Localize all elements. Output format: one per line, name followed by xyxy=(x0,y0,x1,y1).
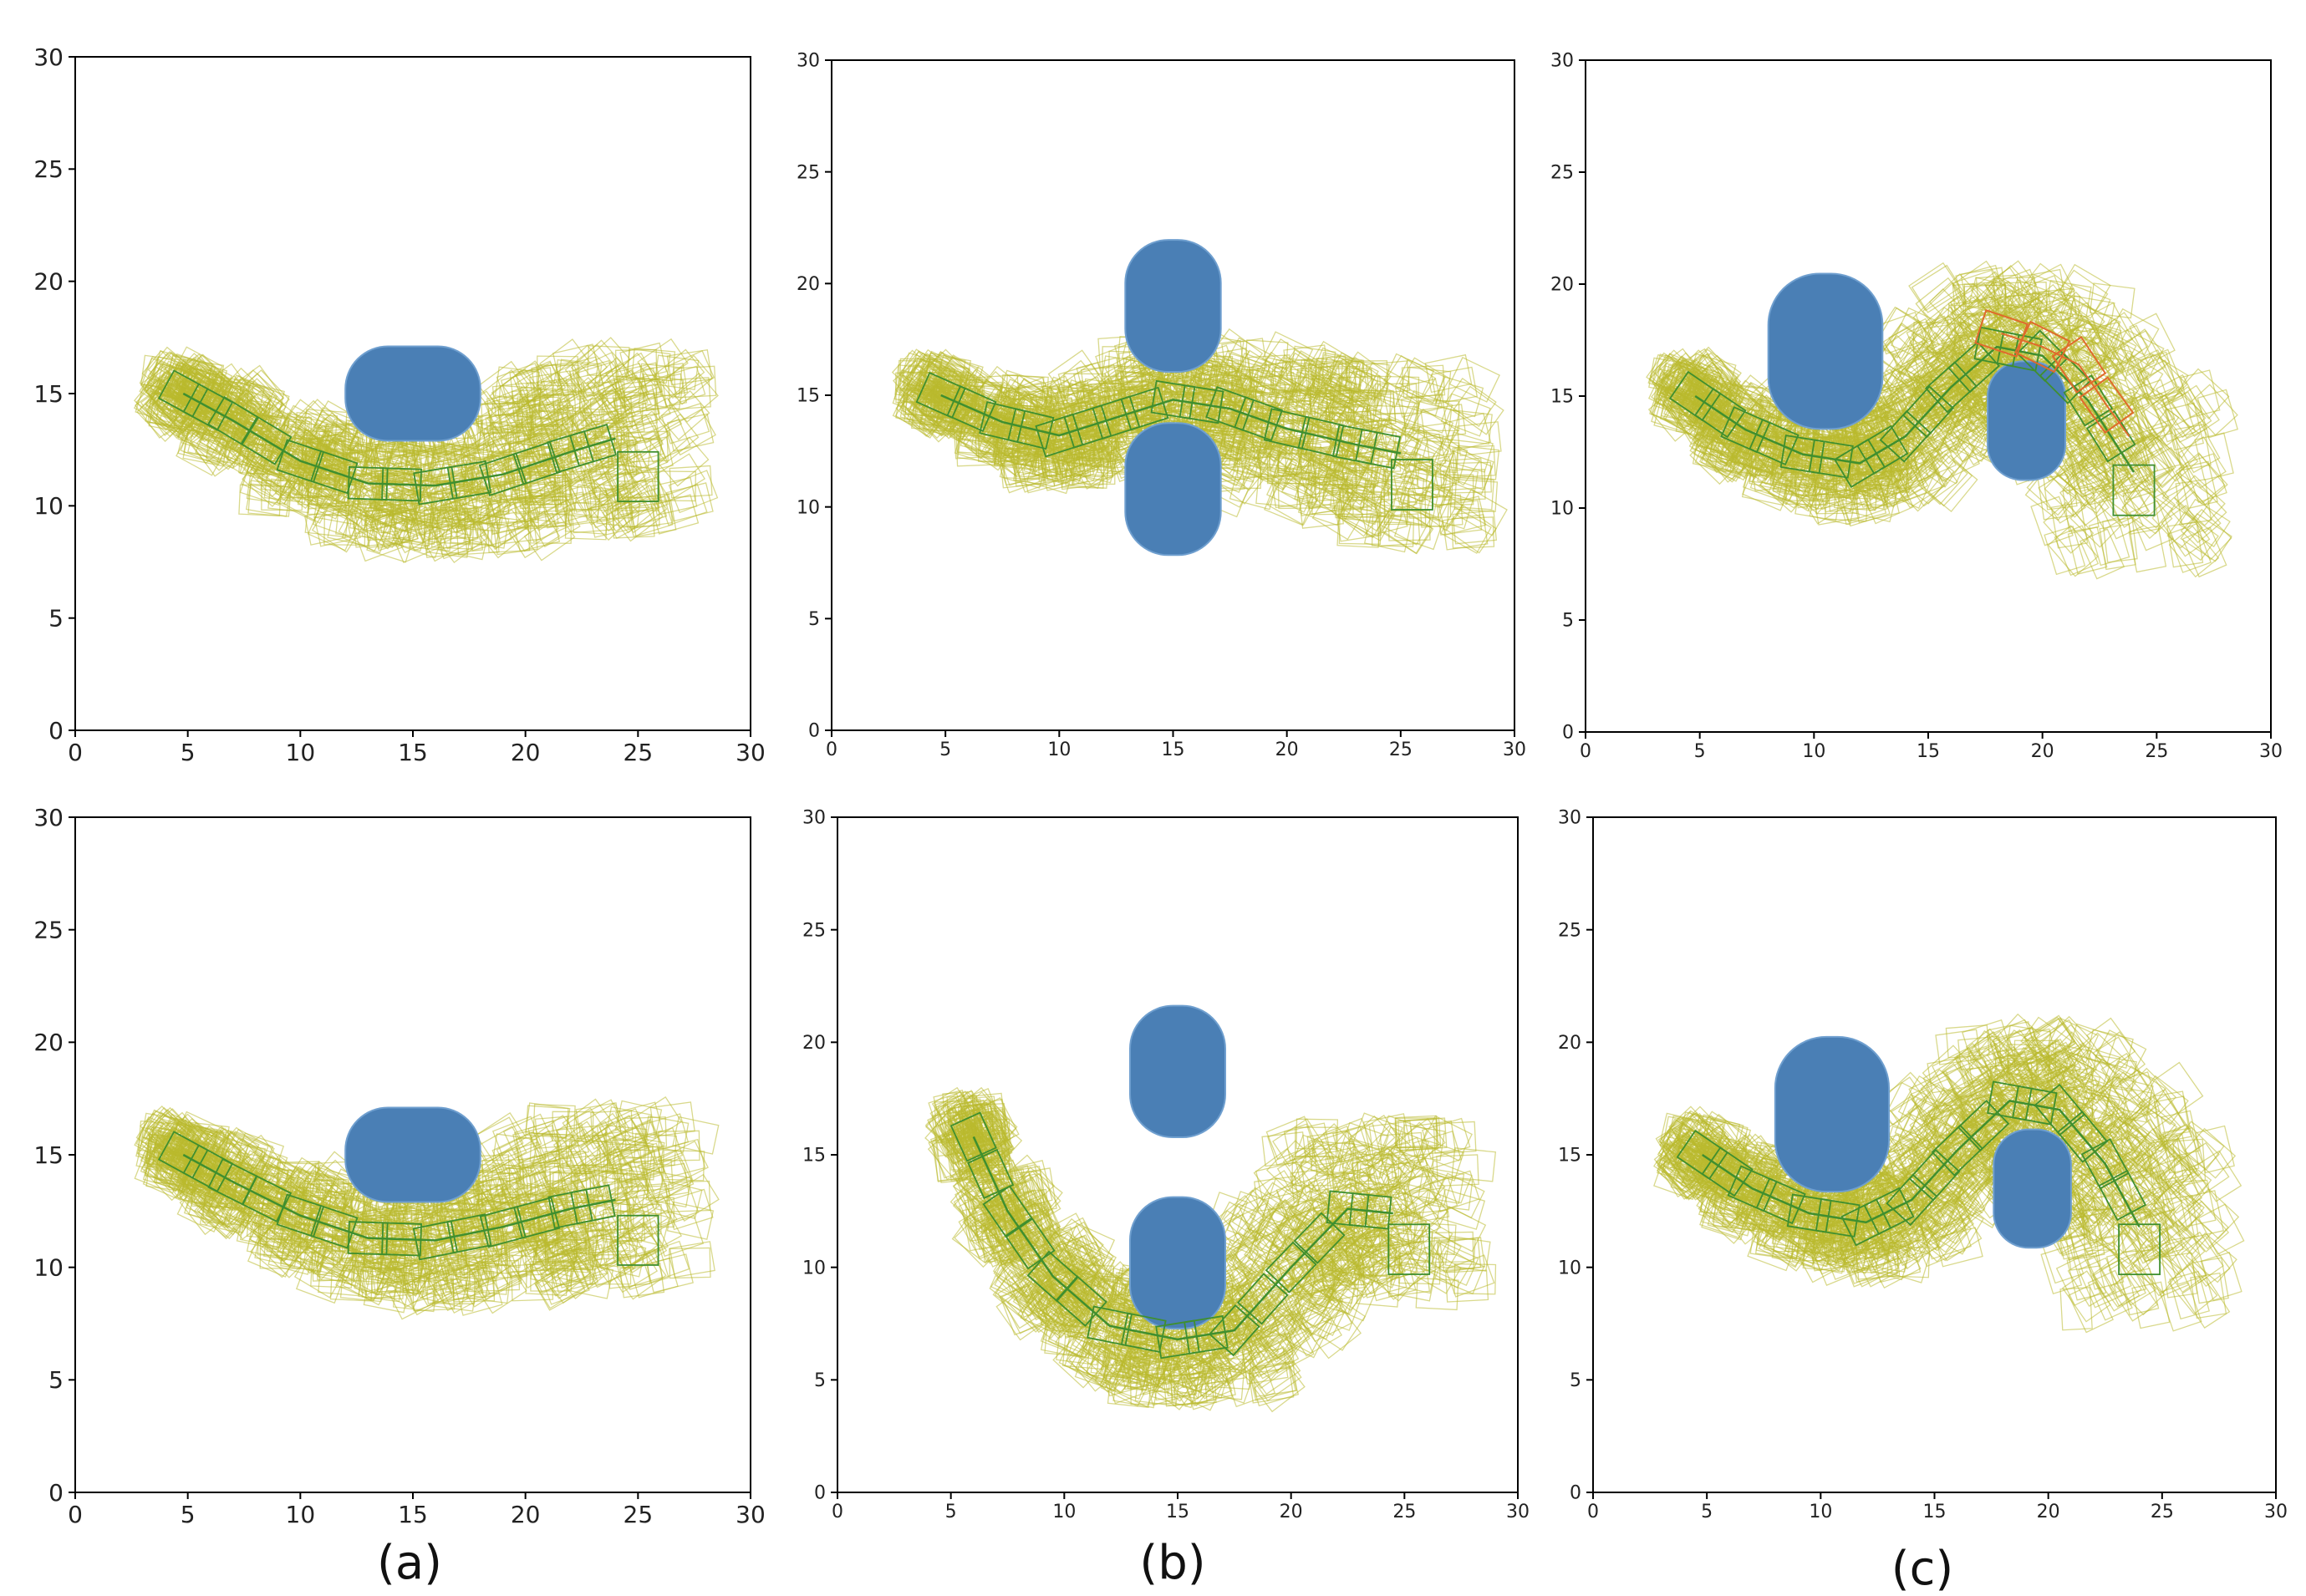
y-tick-label: 30 xyxy=(1550,51,1574,72)
x-tick-label: 5 xyxy=(939,740,951,760)
x-tick-label: 5 xyxy=(181,1501,196,1528)
plot-area xyxy=(135,1097,719,1319)
y-tick-label: 0 xyxy=(48,1479,64,1507)
x-tick-label: 0 xyxy=(68,1501,83,1528)
y-tick-label: 10 xyxy=(1550,499,1574,520)
panel-a-top: 0 5 10 15 20 25 30 0 5 10 15 20 25 30 xyxy=(33,43,765,766)
panel-b-top: 0 5 10 15 20 25 30 0 5 10 15 20 25 30 xyxy=(797,51,1526,760)
y-tick-label: 25 xyxy=(33,916,64,943)
y-tick-label: 10 xyxy=(797,497,820,518)
y-tick-label: 15 xyxy=(797,386,820,407)
y-tick-label: 0 xyxy=(48,717,64,745)
y-tick-label: 20 xyxy=(1550,275,1574,296)
x-tick-label: 20 xyxy=(511,1501,541,1528)
sampled-footprint xyxy=(1450,358,1500,402)
x-tick-label: 30 xyxy=(736,1501,766,1528)
x-tick-label: 5 xyxy=(181,739,196,766)
x-tick-label: 10 xyxy=(286,739,316,766)
plot-area xyxy=(925,1006,1495,1412)
x-tick-label: 25 xyxy=(624,739,654,766)
x-tick-label: 0 xyxy=(68,739,83,766)
panel-c-top: 0 5 10 15 20 25 30 0 5 10 15 20 25 30 xyxy=(1550,51,2283,762)
x-tick-label: 15 xyxy=(398,739,428,766)
x-tick-label: 5 xyxy=(1694,741,1706,762)
plot-area xyxy=(135,338,718,562)
x-tick-label: 30 xyxy=(736,739,766,766)
y-tick-label: 5 xyxy=(1562,611,1574,632)
x-tick-label: 15 xyxy=(398,1501,428,1528)
x-tick-label: 0 xyxy=(826,740,837,760)
sampled-footprint xyxy=(2100,524,2135,569)
plot-area xyxy=(1647,261,2237,578)
x-tick-label: 30 xyxy=(2259,741,2283,762)
y-tick-label: 10 xyxy=(33,1253,64,1281)
y-tick-label: 5 xyxy=(808,609,820,630)
x-tick-label: 0 xyxy=(1580,741,1591,762)
x-tick-label: 10 xyxy=(286,1501,316,1528)
y-tick-label: 25 xyxy=(797,162,820,183)
obstacle-2 xyxy=(1125,423,1220,555)
y-tick-label: 30 xyxy=(33,43,64,71)
x-tick-label: 10 xyxy=(1047,740,1071,760)
x-tick-label: 20 xyxy=(511,739,541,766)
y-tick-label: 15 xyxy=(33,380,64,408)
y-tick-label: 25 xyxy=(33,155,64,183)
sampled-footprint xyxy=(2099,489,2143,539)
y-tick-label: 20 xyxy=(33,267,64,295)
x-tick-label: 20 xyxy=(1275,740,1299,760)
y-tick-label: 5 xyxy=(48,1366,64,1394)
y-tick-label: 15 xyxy=(1550,387,1574,408)
x-tick-label: 25 xyxy=(1389,740,1413,760)
obstacle-2 xyxy=(1988,361,2065,480)
y-tick-label: 25 xyxy=(1550,163,1574,184)
y-tick-label: 30 xyxy=(33,804,64,831)
y-tick-label: 20 xyxy=(33,1029,64,1056)
x-tick-label: 10 xyxy=(1802,741,1825,762)
obstacle-1 xyxy=(1769,273,1883,429)
y-tick-label: 5 xyxy=(48,604,64,632)
obstacle-1 xyxy=(345,1107,481,1202)
x-tick-label: 20 xyxy=(2031,741,2054,762)
y-tick-label: 0 xyxy=(808,721,820,742)
y-tick-label: 20 xyxy=(797,274,820,295)
panel-a-bottom: 0 5 10 15 20 25 30 0 5 10 15 20 25 30 xyxy=(33,804,765,1528)
sampled-footprint xyxy=(2130,501,2173,550)
x-tick-label: 30 xyxy=(1503,740,1526,760)
x-tick-label: 15 xyxy=(1917,741,1940,762)
x-tick-label: 25 xyxy=(624,1501,654,1528)
obstacle-1 xyxy=(345,346,481,440)
y-tick-label: 30 xyxy=(797,51,820,72)
obstacle-1 xyxy=(1125,240,1220,372)
sampled-footprint xyxy=(1453,386,1503,434)
x-tick-label: 25 xyxy=(2145,741,2168,762)
x-tick-label: 15 xyxy=(1162,740,1185,760)
y-tick-label: 0 xyxy=(1562,723,1574,744)
y-tick-label: 10 xyxy=(33,492,64,520)
plot-area xyxy=(893,240,1507,555)
y-tick-label: 15 xyxy=(33,1141,64,1169)
